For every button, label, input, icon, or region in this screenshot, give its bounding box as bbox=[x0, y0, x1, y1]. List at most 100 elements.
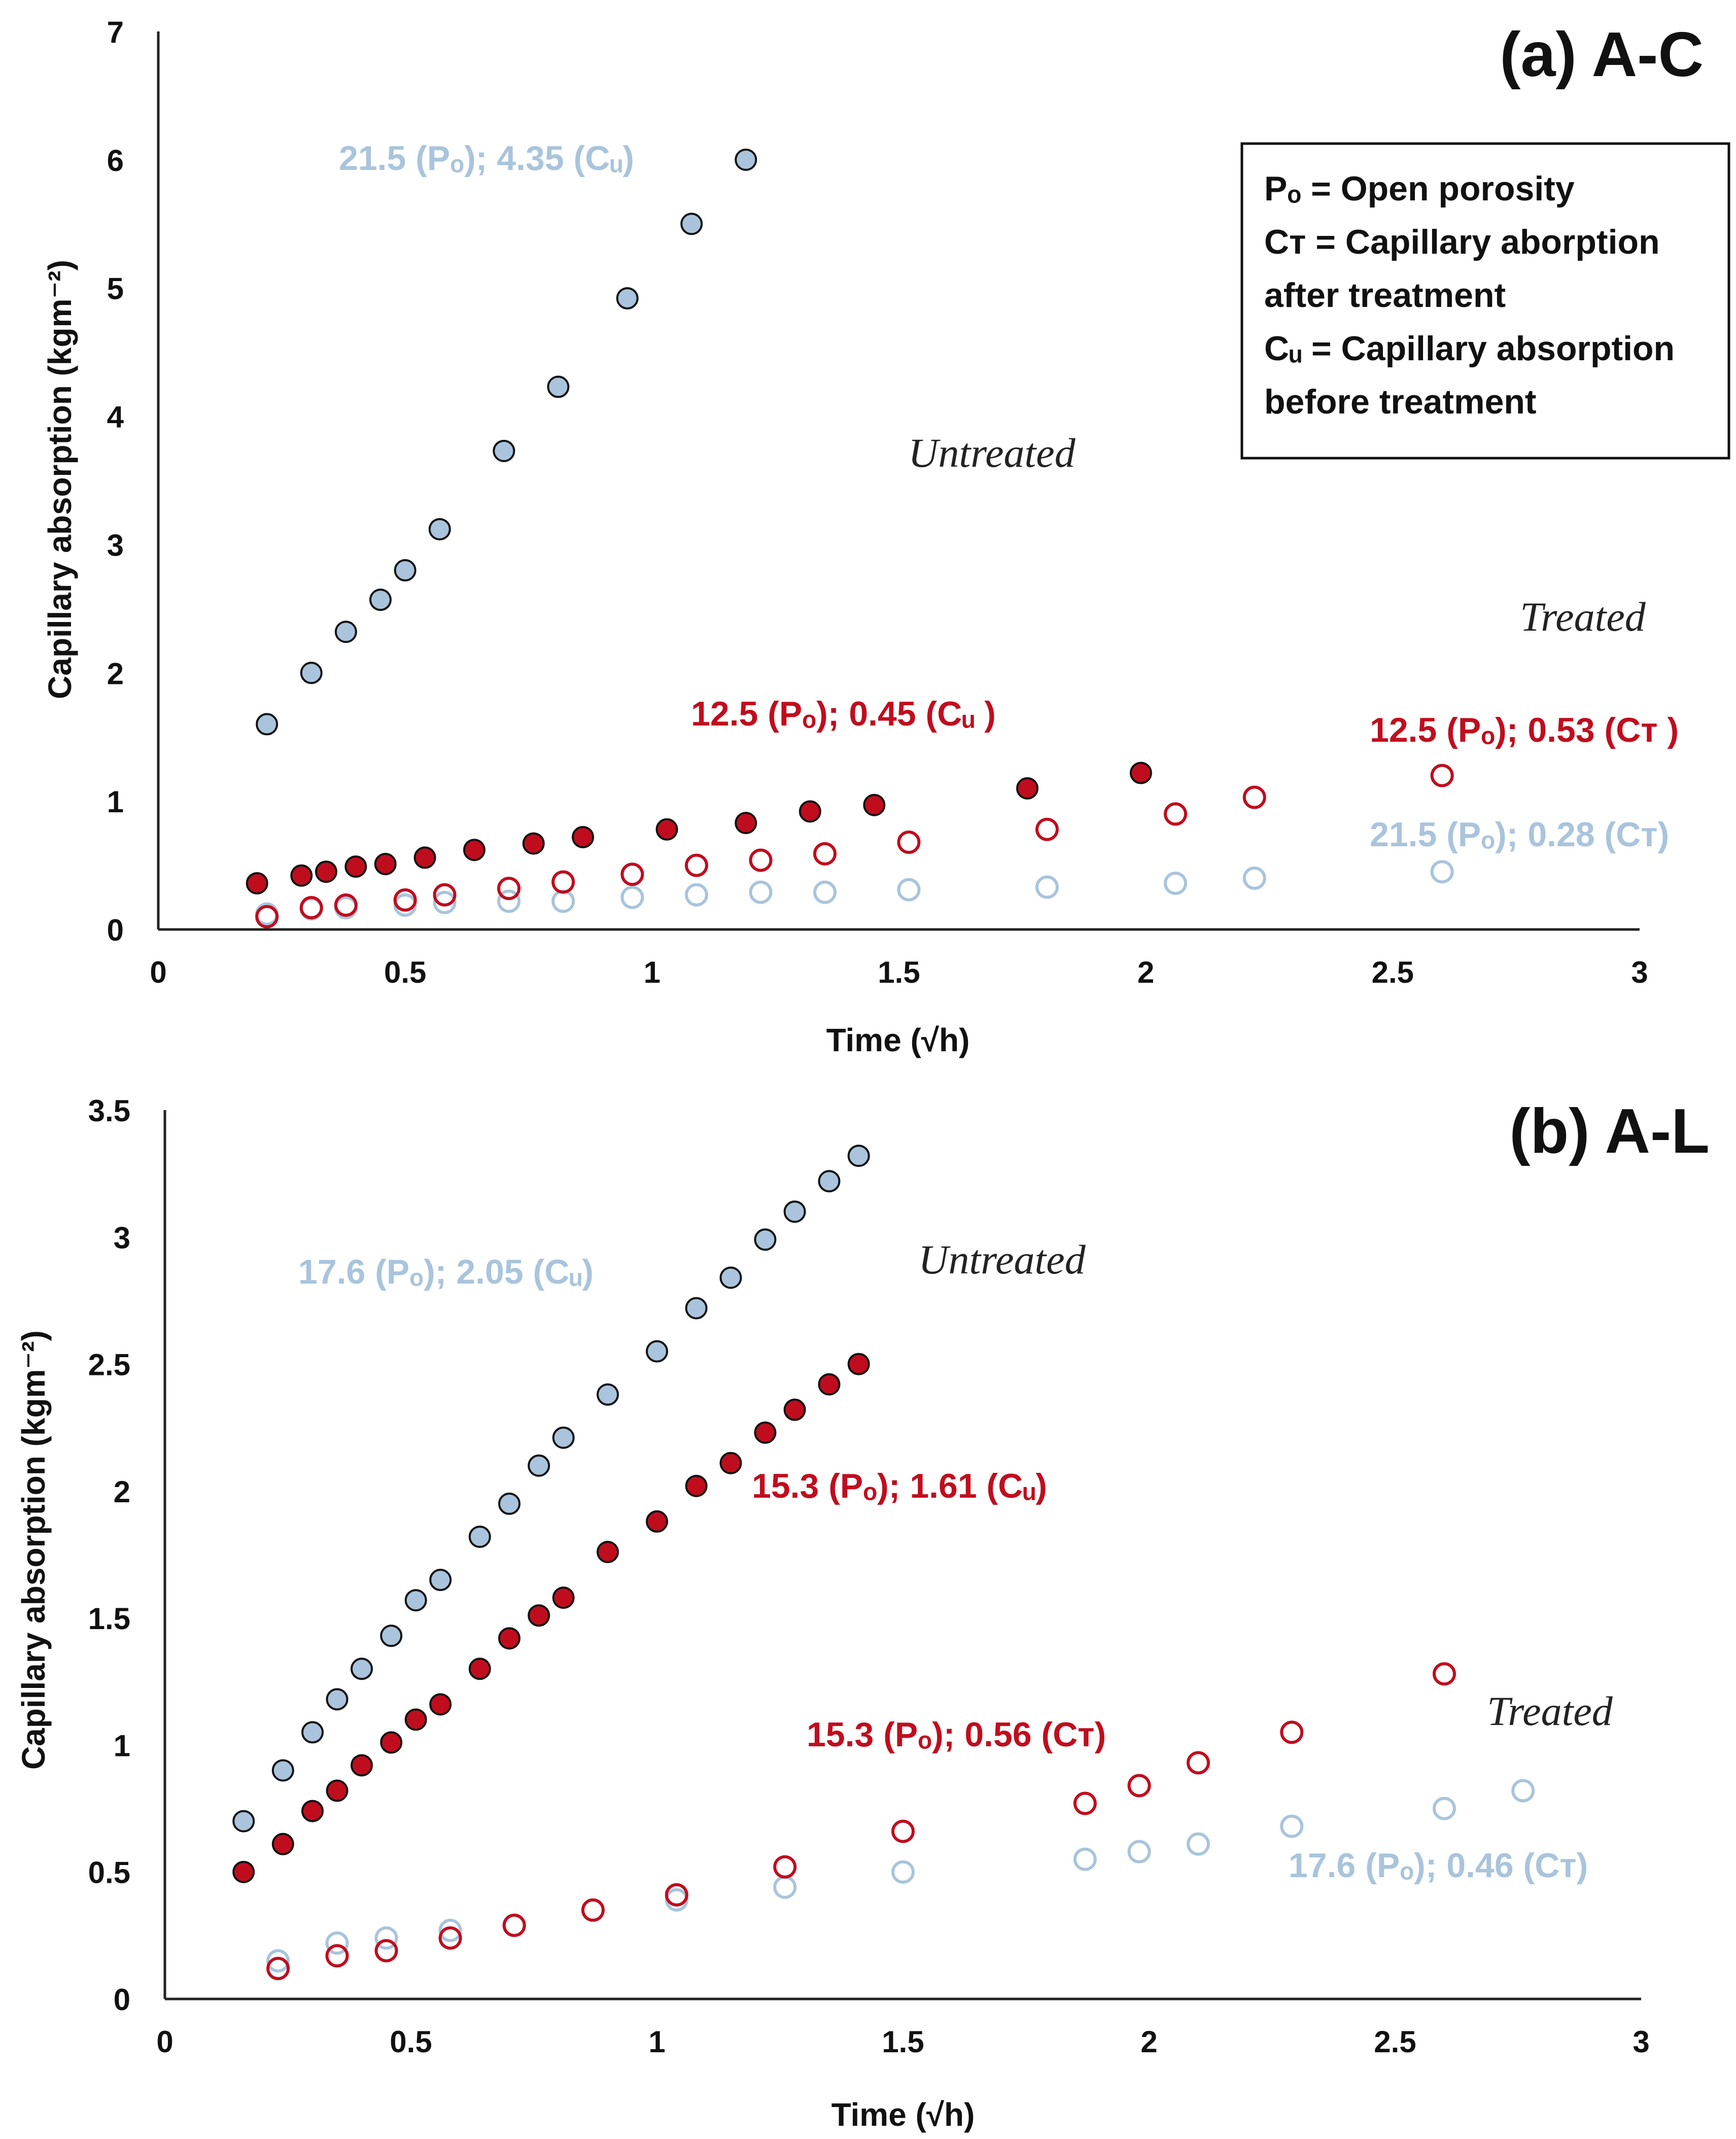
panel-a-x-axis-label: Time (√h) bbox=[826, 1022, 970, 1058]
legend-line-ct-cont: after treatment bbox=[1264, 276, 1506, 315]
panel-b-treated-red-point bbox=[773, 1855, 797, 1879]
panel-a-treated-red-point bbox=[393, 888, 417, 912]
panel-b-xtick-label: 1.5 bbox=[882, 2025, 924, 2059]
panel-a-untreated-blue-point bbox=[735, 148, 757, 171]
panel-b-ytick-label: 3 bbox=[114, 1221, 130, 1255]
panel-b-untreated-red-point bbox=[326, 1779, 349, 1802]
panel-a-treated-red-point bbox=[334, 893, 358, 917]
panel-a-ytick-label: 5 bbox=[107, 272, 124, 306]
panel-a-ytick-label: 1 bbox=[107, 785, 124, 819]
panel-b-yticks: 0 0.5 1 1.5 2 2.5 3 3.5 bbox=[88, 1094, 130, 2017]
panel-a-untreated-red-point bbox=[655, 818, 678, 841]
panel-b-untreated-blue-point bbox=[271, 1759, 294, 1782]
panel-a-treated-red-point bbox=[897, 831, 921, 854]
panel-b-untreated-red-point bbox=[351, 1754, 373, 1777]
panel-b-xticks: 0 0.5 1 1.5 2 2.5 3 bbox=[156, 2025, 1649, 2059]
panel-a-xtick-label: 2.5 bbox=[1372, 955, 1414, 989]
panel-b-untreated-blue-point bbox=[429, 1569, 452, 1592]
panel-a-treated-red-point bbox=[551, 870, 575, 894]
panel-b-untreated-red-point bbox=[404, 1708, 427, 1731]
panel-a-untreated-blue-point bbox=[256, 713, 279, 736]
panel-a-treated-label: Treated bbox=[1520, 594, 1646, 640]
panel-b-untreated-blue-point bbox=[468, 1525, 491, 1548]
panel-a-treated-red-point bbox=[684, 853, 708, 877]
panel-a-xtick-label: 1.5 bbox=[878, 955, 920, 989]
panel-b-untreated-blue-point bbox=[404, 1589, 427, 1612]
panel-b-untreated-blue-point bbox=[301, 1721, 324, 1744]
panel-b-untreated-red-point bbox=[552, 1586, 575, 1609]
panel-a-red-untreated-annotation: 12.5 (Pₒ); 0.45 (Cᵤ ) bbox=[691, 695, 996, 733]
panel-a-treated-red-point bbox=[497, 877, 521, 901]
panel-a-treated-red-point bbox=[1164, 802, 1188, 826]
panel-a-blue-treated-annotation: 21.5 (Pₒ); 0.28 (Cᴛ) bbox=[1370, 815, 1669, 854]
panel-b-red-untreated-annotation: 15.3 (Pₒ); 1.61 (Cᵤ) bbox=[752, 1467, 1047, 1505]
panel-b-untreated-blue-point bbox=[754, 1228, 777, 1251]
panel-b-untreated-label: Untreated bbox=[918, 1236, 1086, 1283]
panel-b-ytick-label: 3.5 bbox=[88, 1094, 130, 1128]
panel-b-treated-label: Treated bbox=[1487, 1688, 1613, 1734]
panel-b-treated-blue-point bbox=[1511, 1779, 1535, 1803]
panel-b-treated-blue-point bbox=[374, 1926, 398, 1950]
panel-a: 0 0.5 1 1.5 2 2.5 3 0 1 2 3 4 5 6 7 Time (√h) Capilla… bbox=[42, 15, 1730, 1058]
panel-a-untreated-red-point bbox=[463, 839, 485, 861]
panel-a-untreated-red-point bbox=[246, 872, 268, 894]
panel-b-treated-blue-point bbox=[325, 1931, 349, 1955]
panel-a-untreated-blue-point bbox=[334, 620, 357, 643]
panel-b-untreated-red-point bbox=[380, 1731, 403, 1754]
panel-a-treated-red-point bbox=[620, 862, 644, 886]
panel-b-untreated-red-point bbox=[597, 1540, 619, 1563]
panel-b-untreated-red-point bbox=[271, 1833, 294, 1855]
panel-b-untreated-blue-point bbox=[646, 1340, 668, 1363]
panel-b-untreated-blue-point bbox=[685, 1297, 708, 1320]
panel-b-untreated-red-point bbox=[528, 1604, 550, 1627]
panel-b-untreated-red-point bbox=[685, 1474, 708, 1497]
panel-b-treated-red-point bbox=[325, 1944, 349, 1968]
panel-b-blue-untreated-annotation: 17.6 (Pₒ); 2.05 (Cᵤ) bbox=[298, 1253, 594, 1291]
panel-a-untreated-blue-point bbox=[428, 518, 451, 541]
panel-a-treated-red-point bbox=[1242, 785, 1266, 809]
panel-a-untreated-red-point bbox=[344, 855, 367, 878]
panel-a-ytick-label: 7 bbox=[107, 15, 124, 49]
panel-a-title: (a) A-C bbox=[1500, 20, 1704, 90]
panel-a-untreated-red-point bbox=[572, 825, 595, 848]
panel-a-treated-blue-point bbox=[1164, 871, 1188, 895]
panel-b-ytick-label: 0.5 bbox=[88, 1856, 130, 1890]
panel-b-ytick-label: 2.5 bbox=[88, 1348, 130, 1382]
panel-a-ytick-label: 2 bbox=[107, 657, 124, 691]
panel-a-untreated-blue-point bbox=[547, 375, 570, 398]
panel-b-ytick-label: 1 bbox=[114, 1729, 130, 1763]
panel-b-ytick-label: 0 bbox=[114, 1983, 130, 2017]
panel-a-untreated-red-point bbox=[863, 794, 886, 816]
panel-a-treated-red-point bbox=[255, 905, 279, 928]
panel-b-y-axis-label: Capillary absorption (kgm⁻²) bbox=[15, 1330, 52, 1770]
panel-b-untreated-blue-point bbox=[552, 1426, 575, 1449]
panel-b: 0 0.5 1 1.5 2 2.5 3 0 0.5 1 1.5 2 2.5 3 3.5 Time (√h)… bbox=[15, 1094, 1710, 2133]
panel-a-treated-blue-point bbox=[684, 883, 708, 907]
panel-b-ytick-label: 1.5 bbox=[88, 1602, 130, 1636]
legend-line-ct: Cᴛ = Capillary aborption bbox=[1264, 223, 1660, 261]
panel-b-treated-blue-point bbox=[1433, 1797, 1456, 1820]
panel-a-axes bbox=[157, 31, 1640, 931]
panel-a-untreated-red-point bbox=[1016, 777, 1039, 800]
panel-a-ytick-label: 6 bbox=[107, 144, 124, 178]
panel-b-blue-treated-annotation: 17.6 (Pₒ); 0.46 (Cᴛ) bbox=[1289, 1846, 1588, 1885]
panel-b-untreated-blue-point bbox=[326, 1688, 349, 1711]
panel-b-treated-red-point bbox=[581, 1898, 605, 1922]
panel-b-treated-red-point bbox=[266, 1956, 290, 1980]
panel-b-title: (b) A-L bbox=[1509, 1096, 1710, 1166]
panel-a-untreated-red-point bbox=[374, 853, 397, 876]
panel-b-treated-blue-point bbox=[1073, 1847, 1097, 1871]
panel-b-treated-blue-point bbox=[1187, 1832, 1210, 1856]
panel-a-yticks: 0 1 2 3 4 5 6 7 bbox=[107, 15, 124, 947]
panel-a-ytick-label: 0 bbox=[107, 913, 124, 947]
panel-a-treated-red-point bbox=[433, 883, 457, 907]
panel-b-treated-blue-point bbox=[891, 1860, 915, 1884]
panel-b-treated-red-point bbox=[1127, 1774, 1151, 1798]
panel-b-untreated-red-point bbox=[468, 1658, 491, 1680]
panel-a-untreated-red-point bbox=[315, 860, 337, 883]
panel-b-treated-red-point bbox=[1433, 1662, 1456, 1686]
panel-b-untreated-blue-point bbox=[351, 1658, 373, 1680]
panel-b-untreated-blue-point bbox=[380, 1625, 403, 1647]
panel-a-untreated-blue-point bbox=[680, 213, 703, 235]
